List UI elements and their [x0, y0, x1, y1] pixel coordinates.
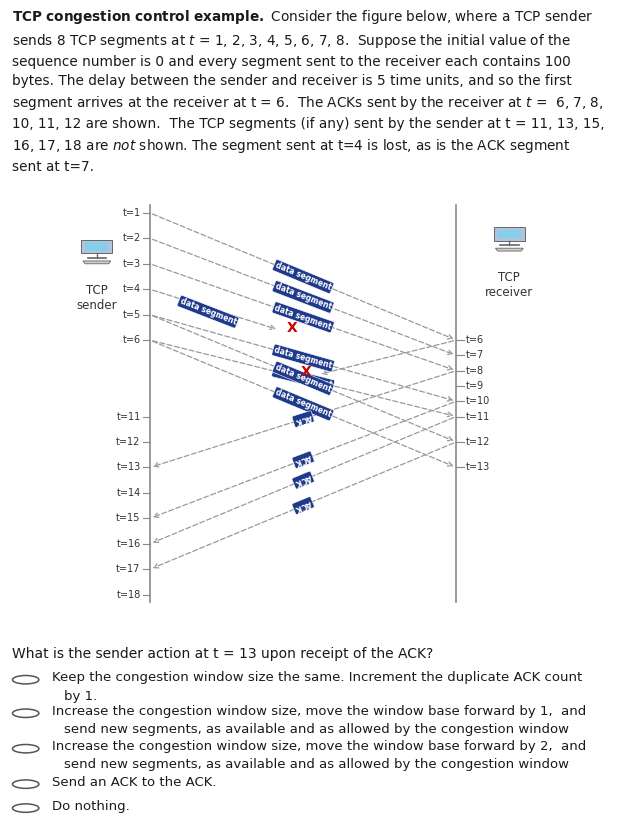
Text: t=18: t=18	[116, 590, 141, 600]
Text: t=5: t=5	[122, 310, 141, 320]
Text: t=3: t=3	[122, 259, 141, 269]
Text: t=1: t=1	[122, 208, 141, 218]
Text: data segment: data segment	[274, 388, 332, 419]
Text: t=12: t=12	[466, 437, 490, 447]
Text: t=8: t=8	[466, 366, 484, 376]
Polygon shape	[83, 261, 111, 264]
Polygon shape	[81, 240, 112, 253]
Text: Do nothing.: Do nothing.	[51, 800, 129, 813]
Text: TCP
sender: TCP sender	[76, 283, 118, 312]
Text: What is the sender action at t = 13 upon receipt of the ACK?: What is the sender action at t = 13 upon…	[12, 647, 434, 661]
Text: t=13: t=13	[116, 462, 141, 472]
Text: t=16: t=16	[116, 539, 141, 549]
Text: data segment: data segment	[274, 362, 332, 394]
Text: data segment: data segment	[274, 261, 332, 292]
Text: ACK: ACK	[293, 472, 313, 487]
Text: ACK: ACK	[294, 412, 312, 426]
Polygon shape	[498, 230, 521, 238]
Polygon shape	[85, 242, 109, 251]
Polygon shape	[496, 248, 523, 251]
Text: t=11: t=11	[466, 412, 490, 421]
Text: t=6: t=6	[122, 335, 141, 345]
Text: t=12: t=12	[116, 437, 141, 447]
Text: X: X	[287, 321, 298, 335]
Text: data segment: data segment	[273, 346, 333, 371]
Text: t=17: t=17	[116, 564, 141, 574]
Text: ACK: ACK	[293, 452, 313, 467]
Text: data segment: data segment	[274, 282, 332, 312]
Text: by 1.: by 1.	[64, 690, 97, 702]
Text: $\mathbf{TCP\ congestion\ control\ example.}$ Consider the figure below, where a: $\mathbf{TCP\ congestion\ control\ examp…	[12, 8, 605, 173]
Text: t=2: t=2	[122, 233, 141, 243]
Text: t=9: t=9	[466, 381, 484, 391]
Text: data segment: data segment	[273, 303, 333, 332]
Text: TCP
receiver: TCP receiver	[485, 271, 534, 299]
Text: t=10: t=10	[466, 397, 490, 407]
Text: t=7: t=7	[466, 351, 484, 361]
Text: send new segments, as available and as allowed by the congestion window: send new segments, as available and as a…	[64, 759, 569, 771]
Text: t=13: t=13	[466, 462, 490, 472]
Text: Increase the congestion window size, move the window base forward by 2,  and: Increase the congestion window size, mov…	[51, 741, 586, 753]
Text: X: X	[301, 366, 311, 379]
Text: Send an ACK to the ACK.: Send an ACK to the ACK.	[51, 776, 216, 789]
Polygon shape	[494, 227, 525, 241]
Text: data segment: data segment	[179, 297, 238, 327]
Text: ACK: ACK	[293, 498, 313, 513]
Text: Keep the congestion window size the same. Increment the duplicate ACK count: Keep the congestion window size the same…	[51, 671, 582, 685]
Text: data segment: data segment	[273, 367, 333, 390]
Text: send new segments, as available and as allowed by the congestion window: send new segments, as available and as a…	[64, 723, 569, 736]
Text: t=14: t=14	[116, 488, 141, 498]
Text: Increase the congestion window size, move the window base forward by 1,  and: Increase the congestion window size, mov…	[51, 705, 586, 718]
Text: t=11: t=11	[116, 412, 141, 421]
Text: t=15: t=15	[116, 513, 141, 523]
Text: t=4: t=4	[122, 284, 141, 294]
Text: t=6: t=6	[466, 335, 484, 345]
